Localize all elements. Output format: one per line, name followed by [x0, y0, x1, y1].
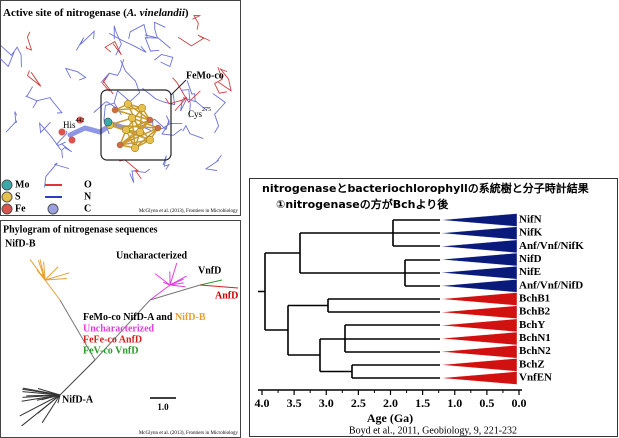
tick-label: 3.5 — [287, 396, 302, 410]
leaf-label: NifE — [519, 266, 541, 278]
legend-label: O — [84, 179, 92, 190]
atom — [147, 117, 153, 123]
nifd-a-label: NifD-A — [62, 394, 94, 405]
atom — [122, 126, 130, 134]
tick-label: 0.5 — [479, 396, 494, 410]
credit: McGlynn et al. (2013), Frontiers in Micr… — [139, 431, 239, 436]
atom — [69, 137, 76, 144]
atom — [146, 136, 154, 144]
tick-label: 2.5 — [351, 396, 366, 410]
legend-entry: FeV-co VnfD — [83, 345, 138, 356]
legend-dot — [2, 180, 12, 190]
phylogram-title: Phylogram of nitrogenase sequences — [3, 224, 158, 235]
legend-label: C — [84, 203, 91, 214]
tick-label: 4.0 — [255, 396, 270, 410]
leaf-label: NifN — [519, 214, 542, 226]
atom — [131, 144, 139, 152]
leaf-label: BchB2 — [519, 306, 551, 318]
age-axis-label: Age (Ga) — [367, 411, 413, 425]
atom — [124, 100, 132, 108]
legend-dot — [2, 204, 12, 214]
atom — [138, 104, 146, 112]
legend-label: Mo — [15, 179, 29, 190]
atom — [112, 107, 118, 113]
page: Active site of nitrogenase (A. vinelandi… — [0, 0, 619, 438]
legend-dot — [2, 192, 12, 202]
tick-label: 2.0 — [383, 396, 398, 410]
leaf-label: BchZ — [519, 358, 545, 370]
atom — [128, 114, 136, 122]
leaf-label: VnfEN — [519, 372, 552, 384]
tree-panel — [250, 179, 618, 437]
leaf-label: BchN2 — [519, 345, 551, 357]
leaf-label: Anf/Vnf/NifK — [519, 240, 584, 252]
atom — [104, 118, 112, 126]
vnfd-label: VnfD — [198, 265, 221, 276]
leaf-label: BchN1 — [519, 332, 551, 344]
citation: Boyd et al., 2011, Geobiology, 9, 221-23… — [349, 425, 517, 436]
anfd-label: AnfD — [215, 290, 238, 301]
tick-label: 1.5 — [415, 396, 430, 410]
tick-label: 1.0 — [447, 396, 462, 410]
leaf-label: NifK — [519, 227, 543, 239]
tick-label: 3.0 — [319, 396, 334, 410]
active-site-title: Active site of nitrogenase (A. vinelandi… — [3, 7, 189, 19]
tick-label: 0.0 — [512, 396, 527, 410]
legend-label: Fe — [15, 203, 26, 214]
legend-dot — [48, 204, 58, 214]
legend-label: N — [84, 191, 92, 202]
legend-entry: Uncharacterized — [83, 323, 155, 334]
legend-entry: FeFe-co AnfD — [83, 334, 142, 345]
tree-subtitle: ①nitrogenaseの方がBchより後 — [276, 197, 449, 211]
leaf-label: BchB1 — [519, 293, 550, 305]
scale-label: 1.0 — [157, 402, 169, 412]
atom — [117, 142, 123, 148]
uncharacterized-label: Uncharacterized — [116, 250, 188, 261]
atom — [155, 125, 161, 131]
leaf-label: NifD — [519, 253, 542, 265]
legend-entry: FeMo-co NifD-A and NifD-B — [83, 312, 206, 323]
femoco-label: FeMo-co — [186, 70, 224, 81]
tree-title: nitrogenaseとbacteriochlorophyllの系統樹と分子時計… — [262, 181, 589, 195]
atom — [136, 128, 144, 136]
legend-label: S — [15, 191, 21, 202]
leaf-label: BchY — [519, 319, 545, 331]
credit: McGlynn et al. (2013), Frontiers in Micr… — [139, 209, 239, 214]
leaf-label: Anf/Vnf/NifD — [519, 279, 583, 291]
nifd-b-label: NifD-B — [5, 238, 36, 249]
